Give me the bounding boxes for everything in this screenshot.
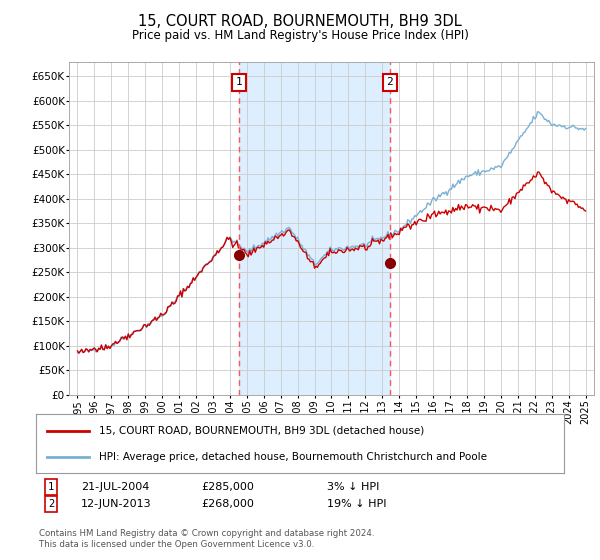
Text: 2: 2 xyxy=(48,499,54,509)
Text: 3% ↓ HPI: 3% ↓ HPI xyxy=(327,482,379,492)
Text: 15, COURT ROAD, BOURNEMOUTH, BH9 3DL: 15, COURT ROAD, BOURNEMOUTH, BH9 3DL xyxy=(138,14,462,29)
Text: £268,000: £268,000 xyxy=(201,499,254,509)
Text: 19% ↓ HPI: 19% ↓ HPI xyxy=(327,499,386,509)
Text: Price paid vs. HM Land Registry's House Price Index (HPI): Price paid vs. HM Land Registry's House … xyxy=(131,29,469,42)
Text: 21-JUL-2004: 21-JUL-2004 xyxy=(81,482,149,492)
Text: Contains HM Land Registry data © Crown copyright and database right 2024.
This d: Contains HM Land Registry data © Crown c… xyxy=(39,529,374,549)
Text: 2: 2 xyxy=(386,77,394,87)
Bar xyxy=(239,62,390,395)
Text: 1: 1 xyxy=(48,482,54,492)
Text: 15, COURT ROAD, BOURNEMOUTH, BH9 3DL (detached house): 15, COURT ROAD, BOURNEMOUTH, BH9 3DL (de… xyxy=(100,426,425,436)
Text: 12-JUN-2013: 12-JUN-2013 xyxy=(81,499,152,509)
Text: 1: 1 xyxy=(236,77,242,87)
Text: HPI: Average price, detached house, Bournemouth Christchurch and Poole: HPI: Average price, detached house, Bour… xyxy=(100,452,487,462)
Text: £285,000: £285,000 xyxy=(201,482,254,492)
